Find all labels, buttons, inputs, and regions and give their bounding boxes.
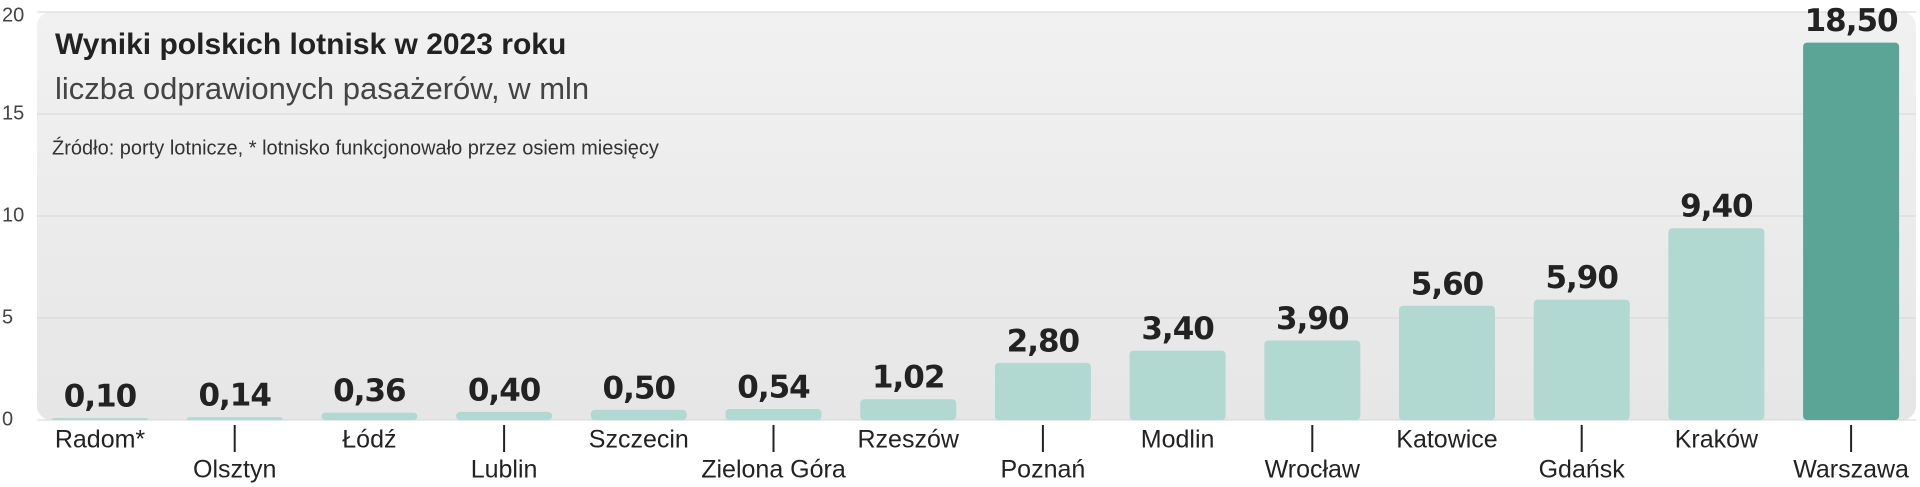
value-label: 0,14 <box>198 378 271 414</box>
value-label: 5,90 <box>1545 260 1618 296</box>
source-note: Źródło: porty lotnicze, * lotnisko funkc… <box>52 136 659 159</box>
y-tick-label: 0 <box>2 408 13 430</box>
value-label: 9,40 <box>1680 189 1753 225</box>
x-tick-label: Lublin <box>471 456 538 484</box>
bar <box>860 399 957 420</box>
bar <box>1264 340 1361 420</box>
bar <box>186 417 283 420</box>
value-label: 0,40 <box>468 372 541 408</box>
x-tick-label: Zielona Góra <box>701 456 846 484</box>
x-tick-label: Łódź <box>342 426 396 454</box>
bar <box>456 411 553 420</box>
bar <box>1533 299 1630 420</box>
value-label: 0,10 <box>64 378 137 414</box>
bar <box>590 409 687 420</box>
x-tick-label: Szczecin <box>589 426 689 454</box>
bar <box>994 362 1091 420</box>
bar <box>52 417 148 420</box>
x-tick-label: Rzeszów <box>857 426 959 454</box>
value-label: 0,50 <box>603 370 676 406</box>
y-tick-label: 15 <box>2 102 24 124</box>
bar <box>725 408 822 420</box>
x-tick-label: Gdańsk <box>1539 456 1626 484</box>
value-label: 0,36 <box>333 373 406 409</box>
value-label: 3,90 <box>1276 301 1349 337</box>
y-tick-label: 10 <box>2 204 24 226</box>
bar <box>1803 42 1900 420</box>
x-tick-label: Katowice <box>1396 426 1497 454</box>
x-tick-label: Radom* <box>55 426 146 454</box>
bar <box>321 412 418 420</box>
value-label: 18,50 <box>1805 3 1898 39</box>
y-tick-label: 5 <box>2 306 13 328</box>
value-label: 2,80 <box>1007 323 1080 359</box>
bar <box>1668 228 1765 420</box>
chart-title: Wyniki polskich lotnisk w 2023 roku <box>55 28 566 61</box>
value-label: 3,40 <box>1141 311 1214 347</box>
x-tick-label: Modlin <box>1141 426 1215 454</box>
bar <box>1129 350 1226 420</box>
chart-subtitle: liczba odprawionych pasażerów, w mln <box>55 71 589 106</box>
bar <box>1399 305 1495 420</box>
x-tick-label: Poznań <box>1001 456 1086 484</box>
value-label: 5,60 <box>1411 266 1484 302</box>
value-label: 1,02 <box>872 360 945 396</box>
x-tick-label: Wrocław <box>1265 456 1361 484</box>
x-tick-label: Olsztyn <box>193 456 276 484</box>
x-tick-label: Kraków <box>1675 426 1759 454</box>
y-tick-label: 20 <box>2 4 24 26</box>
value-label: 0,54 <box>737 369 810 405</box>
x-tick-label: Warszawa <box>1793 456 1909 484</box>
